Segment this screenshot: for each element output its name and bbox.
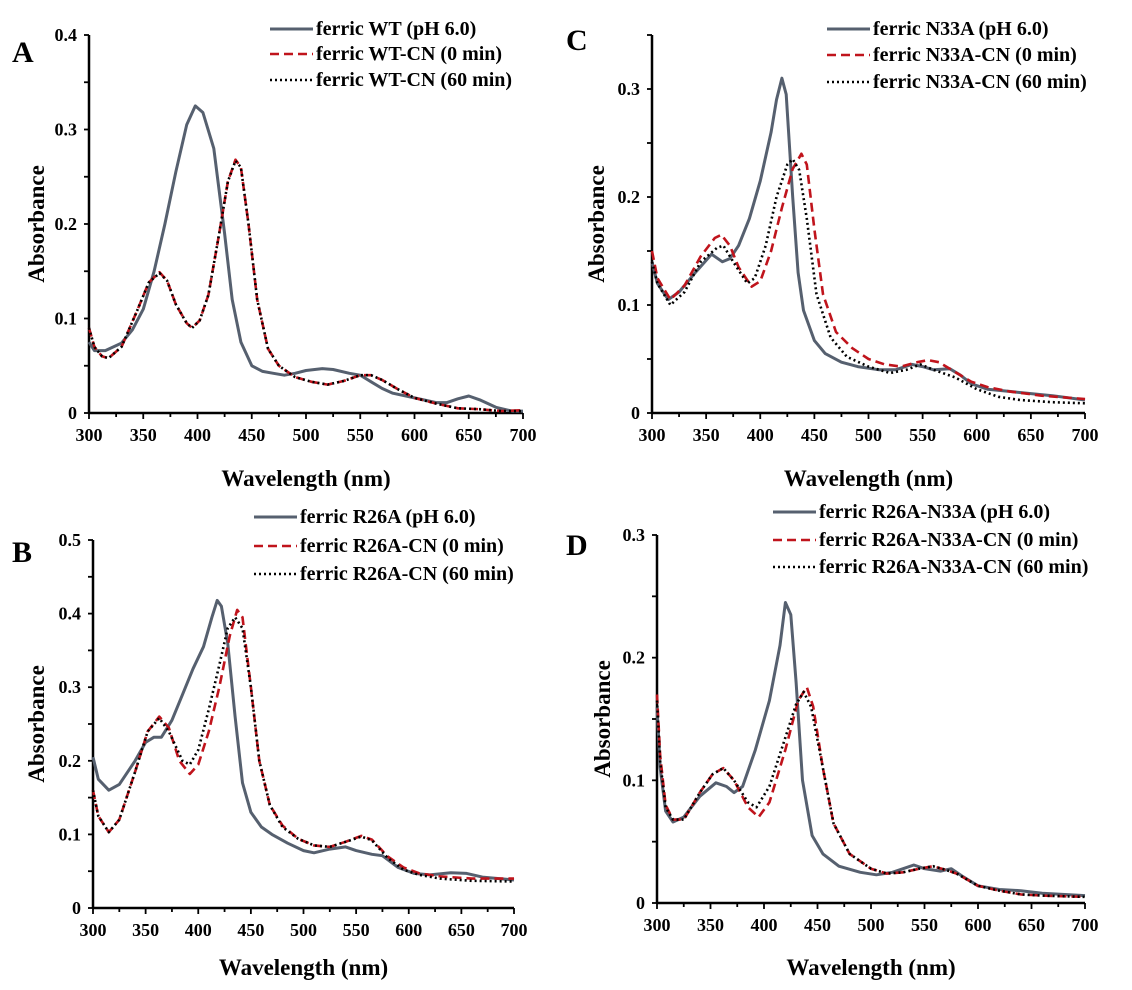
x-axis-title: Wavelength (nm) bbox=[784, 466, 953, 491]
series-line-dotted bbox=[650, 157, 1086, 405]
x-tick-label: 700 bbox=[1072, 425, 1099, 445]
series-line-dashed bbox=[87, 158, 524, 413]
y-tick-label: 0.2 bbox=[59, 751, 82, 771]
x-tick-label: 300 bbox=[80, 920, 107, 940]
legend-entry: ferric WT-CN (60 min) bbox=[316, 69, 512, 91]
y-tick-label: 0.1 bbox=[618, 295, 641, 315]
y-tick-label: 0 bbox=[636, 893, 645, 913]
panel-label: A bbox=[12, 36, 34, 69]
x-tick-label: 300 bbox=[644, 915, 671, 935]
y-tick-label: 0.1 bbox=[59, 824, 82, 844]
y-tick-label: 0.2 bbox=[55, 214, 78, 234]
x-axis-title: Wavelength (nm) bbox=[786, 955, 955, 980]
x-tick-label: 450 bbox=[237, 920, 264, 940]
y-tick-label: 0.4 bbox=[55, 25, 78, 45]
y-tick-label: 0.1 bbox=[623, 770, 646, 790]
series-line-dashed bbox=[91, 608, 514, 880]
x-tick-label: 350 bbox=[693, 425, 720, 445]
series-line-dashed bbox=[650, 152, 1086, 401]
x-tick-label: 600 bbox=[395, 920, 422, 940]
x-tick-label: 550 bbox=[909, 425, 936, 445]
x-tick-label: 600 bbox=[965, 915, 992, 935]
x-tick-label: 700 bbox=[1072, 915, 1099, 935]
y-tick-label: 0.3 bbox=[618, 79, 641, 99]
series-line-dashed bbox=[655, 685, 1086, 899]
legend-entry: ferric WT-CN (0 min) bbox=[316, 43, 502, 65]
x-tick-label: 700 bbox=[510, 425, 537, 445]
legend-entry: ferric N33A (pH 6.0) bbox=[873, 18, 1049, 40]
x-tick-label: 400 bbox=[184, 425, 211, 445]
y-axis-title: Absorbance bbox=[590, 660, 615, 778]
x-tick-label: 650 bbox=[1017, 425, 1044, 445]
x-tick-label: 400 bbox=[185, 920, 212, 940]
legend-entry: ferric N33A-CN (0 min) bbox=[873, 44, 1077, 66]
y-tick-label: 0 bbox=[631, 403, 640, 423]
panel-label: D bbox=[566, 529, 588, 562]
legend-entry: ferric WT (pH 6.0) bbox=[316, 18, 476, 40]
y-tick-label: 0 bbox=[72, 898, 81, 918]
legend-entry: ferric N33A-CN (60 min) bbox=[873, 71, 1087, 93]
y-tick-label: 0.3 bbox=[55, 120, 78, 140]
x-tick-label: 500 bbox=[855, 425, 882, 445]
series-line-dotted bbox=[655, 690, 1086, 899]
x-tick-label: 650 bbox=[455, 425, 482, 445]
x-tick-label: 600 bbox=[401, 425, 428, 445]
x-tick-label: 550 bbox=[343, 920, 370, 940]
x-tick-label: 500 bbox=[290, 920, 317, 940]
x-tick-label: 300 bbox=[76, 425, 103, 445]
x-tick-label: 350 bbox=[697, 915, 724, 935]
legend-entry: ferric R26A-N33A (pH 6.0) bbox=[819, 501, 1050, 523]
panel-label: B bbox=[12, 536, 32, 569]
panel-label: C bbox=[566, 24, 588, 57]
legend-entry: ferric R26A-CN (60 min) bbox=[300, 563, 514, 585]
x-tick-label: 550 bbox=[911, 915, 938, 935]
y-axis-title: Absorbance bbox=[24, 665, 49, 783]
x-tick-label: 650 bbox=[1018, 915, 1045, 935]
x-tick-label: 400 bbox=[747, 425, 774, 445]
x-tick-label: 650 bbox=[448, 920, 475, 940]
y-tick-label: 0.3 bbox=[623, 525, 646, 545]
y-axis-title: Absorbance bbox=[584, 165, 609, 283]
legend-entry: ferric R26A (pH 6.0) bbox=[300, 506, 476, 528]
panel-b: 300 350 400 450 500 550 600 650 700 0 0.1 0.2 0.3 0.4… bbox=[12, 506, 528, 980]
y-tick-label: 0.3 bbox=[59, 677, 82, 697]
y-tick-label: 0.1 bbox=[55, 309, 78, 329]
legend-entry: ferric R26A-N33A-CN (0 min) bbox=[819, 529, 1078, 551]
y-tick-label: 0.2 bbox=[623, 648, 646, 668]
x-tick-label: 450 bbox=[804, 915, 831, 935]
legend-entry: ferric R26A-CN (0 min) bbox=[300, 535, 504, 557]
series-line-solid bbox=[87, 104, 523, 413]
series-line-dotted bbox=[87, 159, 523, 413]
x-axis-title: Wavelength (nm) bbox=[221, 466, 390, 491]
panel-d: 300 350 400 450 500 550 600 650 700 0 0.1 0.2 0.3 Wav… bbox=[566, 501, 1099, 980]
y-tick-label: 0.5 bbox=[59, 530, 82, 550]
series-line-solid bbox=[91, 598, 515, 882]
x-tick-label: 450 bbox=[801, 425, 828, 445]
x-tick-label: 550 bbox=[347, 425, 374, 445]
legend-entry: ferric R26A-N33A-CN (60 min) bbox=[819, 556, 1088, 578]
x-tick-label: 500 bbox=[293, 425, 320, 445]
y-tick-label: 0.4 bbox=[59, 604, 82, 624]
y-axis-title: Absorbance bbox=[24, 165, 49, 283]
x-tick-label: 700 bbox=[501, 920, 528, 940]
x-tick-label: 600 bbox=[963, 425, 990, 445]
x-tick-label: 350 bbox=[130, 425, 157, 445]
panel-a: 300 350 400 450 500 550 600 650 700 0 0.1 0.2 0.3 0.4… bbox=[12, 18, 537, 491]
series-line-solid bbox=[650, 76, 1086, 402]
series-line-solid bbox=[655, 601, 1086, 898]
x-tick-label: 300 bbox=[639, 425, 666, 445]
x-tick-label: 350 bbox=[132, 920, 159, 940]
panel-c: 300 350 400 450 500 550 600 650 700 0 0.1 0.2 0.3 Wav… bbox=[566, 18, 1099, 491]
x-tick-label: 450 bbox=[238, 425, 265, 445]
x-tick-label: 400 bbox=[751, 915, 778, 935]
y-tick-label: 0 bbox=[68, 403, 77, 423]
y-tick-label: 0.2 bbox=[618, 187, 641, 207]
x-axis-title: Wavelength (nm) bbox=[219, 955, 388, 980]
x-tick-label: 500 bbox=[858, 915, 885, 935]
